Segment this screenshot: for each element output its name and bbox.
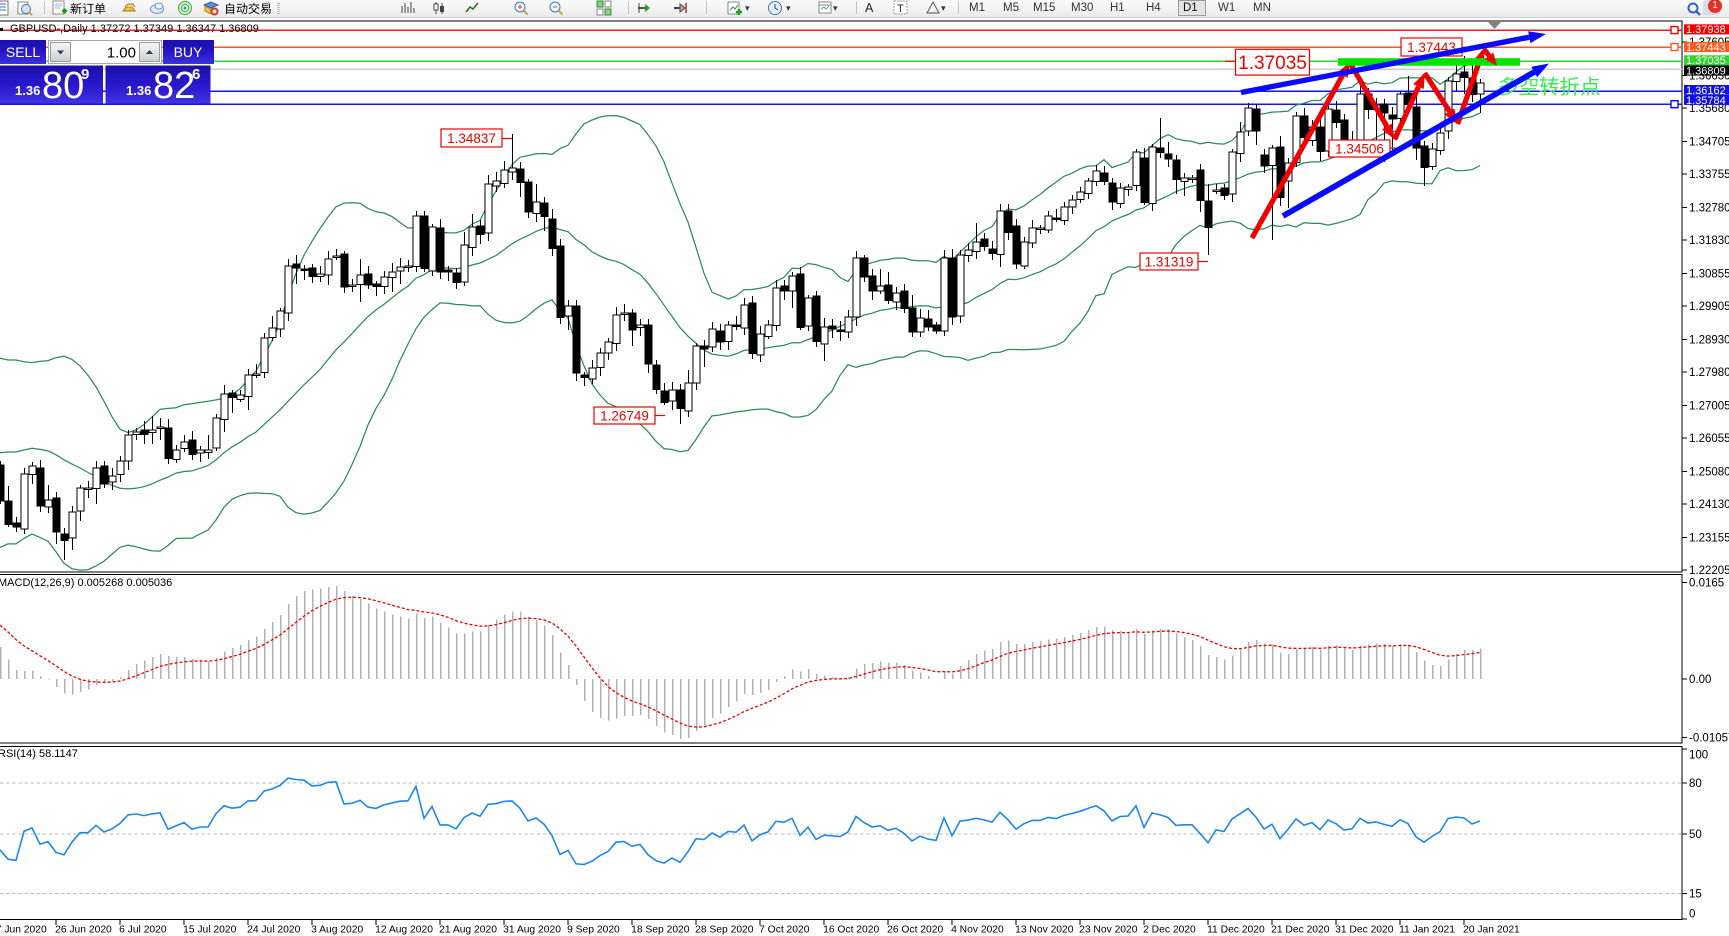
svg-text:1.26749: 1.26749 bbox=[600, 408, 649, 423]
svg-text:9 Sep 2020: 9 Sep 2020 bbox=[567, 925, 620, 936]
svg-text:80: 80 bbox=[42, 65, 84, 107]
svg-text:20 Jan 2021: 20 Jan 2021 bbox=[1463, 925, 1520, 936]
svg-text:6 Jul 2020: 6 Jul 2020 bbox=[119, 925, 167, 936]
svg-text:23 Nov 2020: 23 Nov 2020 bbox=[1079, 925, 1138, 936]
svg-text:1.32780: 1.32780 bbox=[1689, 202, 1729, 214]
svg-text:1.37035: 1.37035 bbox=[1686, 55, 1726, 67]
svg-text:18 Sep 2020: 18 Sep 2020 bbox=[631, 925, 690, 936]
svg-text:BUY: BUY bbox=[174, 44, 203, 60]
svg-text:1.28930: 1.28930 bbox=[1689, 334, 1729, 346]
svg-text:1.37443: 1.37443 bbox=[1686, 42, 1726, 54]
svg-text:1.29905: 1.29905 bbox=[1689, 301, 1729, 313]
svg-text:1.34506: 1.34506 bbox=[1335, 141, 1384, 156]
svg-text:21 Dec 2020: 21 Dec 2020 bbox=[1271, 925, 1330, 936]
svg-text:100: 100 bbox=[1689, 750, 1708, 762]
svg-text:26 Oct 2020: 26 Oct 2020 bbox=[887, 925, 943, 936]
svg-text:SELL: SELL bbox=[6, 44, 40, 60]
svg-text:1.30855: 1.30855 bbox=[1689, 268, 1729, 280]
svg-text:1.35680: 1.35680 bbox=[1689, 103, 1729, 115]
svg-text:1.34837: 1.34837 bbox=[447, 131, 496, 146]
svg-text:15 Jul 2020: 15 Jul 2020 bbox=[183, 925, 237, 936]
svg-text:1.23155: 1.23155 bbox=[1689, 532, 1729, 544]
svg-text:15: 15 bbox=[1689, 888, 1702, 900]
svg-text:2 Dec 2020: 2 Dec 2020 bbox=[1143, 925, 1196, 936]
svg-text:1.36: 1.36 bbox=[126, 83, 151, 98]
svg-text:1.36162: 1.36162 bbox=[1686, 85, 1726, 97]
svg-text:13 Nov 2020: 13 Nov 2020 bbox=[1015, 925, 1074, 936]
svg-text:1.36: 1.36 bbox=[15, 83, 40, 98]
svg-text:1.37938: 1.37938 bbox=[1686, 24, 1726, 36]
svg-text:0.00: 0.00 bbox=[1689, 674, 1711, 686]
svg-text:1.31830: 1.31830 bbox=[1689, 235, 1729, 247]
svg-text:80: 80 bbox=[1689, 778, 1702, 790]
svg-text:-0.010571: -0.010571 bbox=[1689, 733, 1729, 745]
svg-text:31 Dec 2020: 31 Dec 2020 bbox=[1335, 925, 1394, 936]
svg-text:50: 50 bbox=[1689, 829, 1702, 841]
svg-text:1.27980: 1.27980 bbox=[1689, 367, 1729, 379]
svg-text:82: 82 bbox=[153, 65, 195, 107]
svg-text:1.33755: 1.33755 bbox=[1689, 169, 1729, 181]
svg-text:1.00: 1.00 bbox=[107, 45, 136, 62]
svg-text:0: 0 bbox=[1689, 909, 1695, 921]
svg-text:1.25080: 1.25080 bbox=[1689, 466, 1729, 478]
svg-text:1.24130: 1.24130 bbox=[1689, 499, 1729, 511]
svg-text:16 Oct 2020: 16 Oct 2020 bbox=[823, 925, 879, 936]
svg-text:T: T bbox=[897, 3, 904, 15]
svg-text:11 Jan 2021: 11 Jan 2021 bbox=[1399, 925, 1455, 936]
svg-text:4 Nov 2020: 4 Nov 2020 bbox=[951, 925, 1004, 936]
svg-text:1.31319: 1.31319 bbox=[1145, 254, 1194, 269]
svg-text:11 Dec 2020: 11 Dec 2020 bbox=[1207, 925, 1265, 936]
svg-text:6: 6 bbox=[192, 66, 200, 83]
svg-text:17 Jun 2020: 17 Jun 2020 bbox=[0, 925, 47, 936]
svg-text:3 Aug 2020: 3 Aug 2020 bbox=[311, 925, 363, 936]
svg-text:RSI(14) 58.1147: RSI(14) 58.1147 bbox=[0, 748, 78, 760]
svg-text:24 Jul 2020: 24 Jul 2020 bbox=[247, 925, 301, 936]
svg-text:7 Oct 2020: 7 Oct 2020 bbox=[759, 925, 810, 936]
svg-text:1.36809: 1.36809 bbox=[1686, 65, 1726, 77]
svg-text:1.22205: 1.22205 bbox=[1689, 565, 1729, 577]
svg-text:1.26055: 1.26055 bbox=[1689, 433, 1729, 445]
svg-text:26 Jun 2020: 26 Jun 2020 bbox=[55, 925, 112, 936]
svg-text:12 Aug 2020: 12 Aug 2020 bbox=[375, 925, 433, 936]
svg-text:0.0165: 0.0165 bbox=[1689, 578, 1724, 590]
svg-text:1.34705: 1.34705 bbox=[1689, 136, 1729, 148]
svg-text:1.27005: 1.27005 bbox=[1689, 400, 1729, 412]
svg-text:9: 9 bbox=[81, 66, 89, 83]
svg-text:21 Aug 2020: 21 Aug 2020 bbox=[439, 925, 497, 936]
svg-text:31 Aug 2020: 31 Aug 2020 bbox=[503, 925, 561, 936]
svg-text:GBPUSD-,Daily 1.37272 1.37349: GBPUSD-,Daily 1.37272 1.37349 1.36347 1.… bbox=[10, 23, 259, 35]
svg-text:1.37035: 1.37035 bbox=[1238, 53, 1307, 74]
svg-text:28 Sep 2020: 28 Sep 2020 bbox=[695, 925, 754, 936]
svg-text:MACD(12,26,9) 0.005268 0.00503: MACD(12,26,9) 0.005268 0.005036 bbox=[0, 577, 172, 589]
svg-text:1.35784: 1.35784 bbox=[1686, 95, 1726, 107]
